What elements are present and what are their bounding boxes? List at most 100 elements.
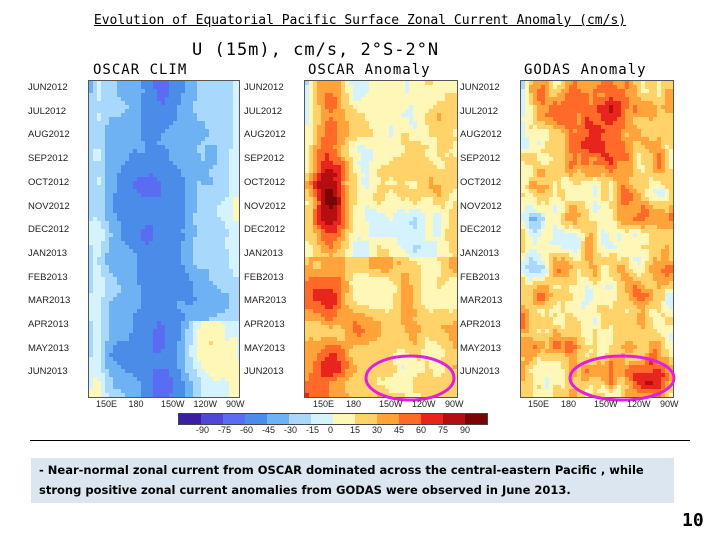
heatmap-cell: [197, 141, 201, 145]
heatmap-cell: [125, 341, 129, 345]
heatmap-cell: [225, 157, 229, 161]
heatmap-cell: [189, 353, 193, 357]
heatmap-cell: [309, 273, 313, 277]
heatmap-cell: [89, 237, 93, 241]
heatmap-cell: [329, 237, 333, 241]
heatmap-cell: [213, 373, 217, 377]
heatmap-cell: [417, 253, 421, 257]
heatmap-cell: [137, 273, 141, 277]
heatmap-cell: [109, 141, 113, 145]
heatmap-cell: [349, 217, 353, 221]
heatmap-cell: [361, 201, 365, 205]
heatmap-cell: [361, 117, 365, 121]
heatmap-cell: [369, 181, 373, 185]
heatmap-cell: [109, 157, 113, 161]
month-label: SEP2012: [244, 153, 285, 165]
heatmap-cell: [397, 81, 401, 85]
heatmap-cell: [165, 157, 169, 161]
heatmap-cell: [225, 201, 229, 205]
heatmap-cell: [333, 93, 337, 97]
heatmap-cell: [197, 121, 201, 125]
heatmap-cell: [425, 229, 429, 233]
heatmap-cell: [213, 321, 217, 325]
heatmap-cell: [161, 369, 165, 373]
heatmap-cell: [221, 101, 225, 105]
heatmap-cell: [397, 221, 401, 225]
heatmap-cell: [121, 237, 125, 241]
heatmap-cell: [213, 289, 217, 293]
heatmap-cell: [121, 161, 125, 165]
heatmap-cell: [89, 285, 93, 289]
heatmap-cell: [393, 213, 397, 217]
heatmap-cell: [321, 197, 325, 201]
heatmap-cell: [373, 225, 377, 229]
heatmap-cell: [317, 213, 321, 217]
heatmap-cell: [389, 193, 393, 197]
heatmap-cell: [113, 345, 117, 349]
heatmap-cell: [373, 221, 377, 225]
heatmap-cell: [405, 257, 409, 261]
heatmap-cell: [221, 213, 225, 217]
heatmap-cell: [437, 157, 441, 161]
heatmap-cell: [169, 257, 173, 261]
heatmap-cell: [353, 169, 357, 173]
heatmap-cell: [193, 357, 197, 361]
heatmap-cell: [193, 113, 197, 117]
heatmap-cell: [421, 205, 425, 209]
heatmap-cell: [161, 277, 165, 281]
heatmap-cell: [165, 121, 169, 125]
heatmap-cell: [365, 157, 369, 161]
heatmap-cell: [173, 381, 177, 385]
heatmap-cell: [93, 133, 97, 137]
heatmap-cell: [117, 177, 121, 181]
heatmap-cell: [237, 277, 239, 281]
heatmap-cell: [177, 385, 181, 389]
heatmap-cell: [369, 201, 373, 205]
heatmap-cell: [393, 93, 397, 97]
heatmap-cell: [401, 141, 405, 145]
heatmap-cell: [157, 281, 161, 285]
heatmap-cell: [229, 377, 233, 381]
heatmap-cell: [217, 357, 221, 361]
heatmap-cell: [125, 237, 129, 241]
heatmap-cell: [405, 249, 409, 253]
heatmap-cell: [173, 173, 177, 177]
heatmap-cell: [333, 85, 337, 89]
heatmap-cell: [133, 385, 137, 389]
heatmap-cell: [409, 133, 413, 137]
heatmap-cell: [409, 245, 413, 249]
heatmap-cell: [305, 81, 309, 85]
heatmap-cell: [237, 137, 239, 141]
heatmap-cell: [105, 389, 109, 393]
heatmap-cell: [213, 153, 217, 157]
heatmap-cell: [413, 249, 417, 253]
heatmap-cell: [233, 213, 237, 217]
heatmap-cell: [337, 205, 341, 209]
heatmap-cell: [321, 209, 325, 213]
heatmap-cell: [157, 189, 161, 193]
heatmap-cell: [181, 393, 185, 397]
heatmap-cell: [385, 101, 389, 105]
heatmap-cell: [325, 197, 329, 201]
heatmap-cell: [185, 305, 189, 309]
heatmap-cell: [333, 229, 337, 233]
heatmap-cell: [309, 113, 313, 117]
heatmap-cell: [321, 121, 325, 125]
heatmap-cell: [181, 217, 185, 221]
heatmap-cell: [125, 189, 129, 193]
heatmap-cell: [369, 149, 373, 153]
heatmap-cell: [453, 225, 457, 229]
heatmap-cell: [369, 161, 373, 165]
heatmap-cell: [109, 293, 113, 297]
heatmap-cell: [97, 153, 101, 157]
heatmap-cell: [321, 113, 325, 117]
heatmap-cell: [173, 293, 177, 297]
heatmap-cell: [125, 309, 129, 313]
heatmap-cell: [329, 241, 333, 245]
heatmap-cell: [345, 85, 349, 89]
heatmap-cell: [369, 205, 373, 209]
heatmap-cell: [309, 217, 313, 221]
heatmap-cell: [373, 197, 377, 201]
heatmap-cell: [449, 225, 453, 229]
heatmap-cell: [237, 197, 239, 201]
